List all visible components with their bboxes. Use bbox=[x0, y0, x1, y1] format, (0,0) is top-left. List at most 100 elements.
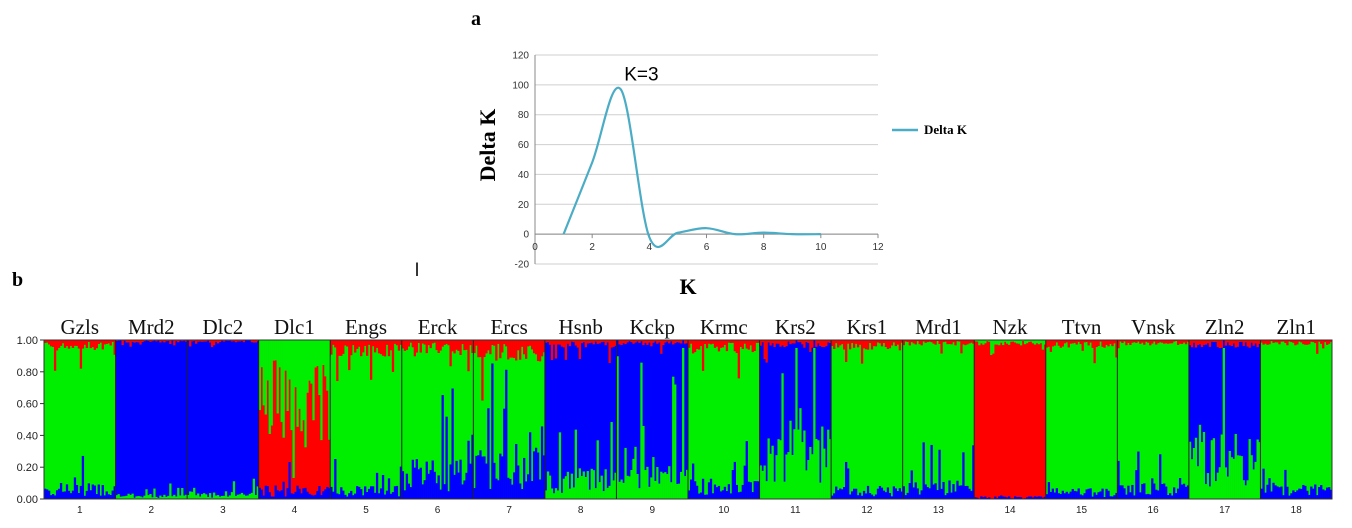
individual-bar-bottom bbox=[1282, 495, 1284, 499]
individual-bar-top bbox=[801, 340, 803, 344]
individual-bar-bottom bbox=[680, 472, 682, 499]
individual-bar-bottom bbox=[563, 479, 565, 499]
individual-bar-bottom bbox=[1290, 493, 1292, 499]
individual-bar-bottom bbox=[736, 485, 738, 499]
individual-bar-top bbox=[430, 340, 432, 348]
individual-bar-bottom bbox=[1133, 495, 1135, 499]
individual-bar-top bbox=[1225, 340, 1227, 346]
individual-bar-top bbox=[350, 340, 352, 355]
individual-bar-top bbox=[84, 340, 86, 345]
individual-bar-bottom bbox=[131, 494, 133, 499]
individual-bar-bottom bbox=[1308, 495, 1310, 499]
individual-bar-bottom bbox=[664, 472, 666, 499]
individual-bar-bottom bbox=[1135, 470, 1137, 499]
individual-bar-bottom bbox=[1072, 489, 1074, 499]
individual-bar-top bbox=[1097, 340, 1099, 346]
individual-bar-top bbox=[1020, 340, 1022, 345]
individual-bar-top bbox=[74, 340, 76, 346]
individual-bar-bottom bbox=[754, 481, 756, 499]
individual-bar-bottom bbox=[457, 473, 459, 499]
individual-bar-bottom bbox=[201, 494, 203, 499]
individual-bar-top bbox=[561, 340, 563, 347]
individual-bar-top bbox=[775, 340, 777, 344]
individual-bar-top bbox=[1139, 340, 1141, 344]
individual-bar-bottom bbox=[907, 493, 909, 499]
individual-bar-bottom bbox=[1125, 495, 1127, 499]
individual-bar-top bbox=[962, 340, 964, 344]
individual-bar-top bbox=[569, 340, 571, 346]
population-base-fill bbox=[974, 340, 1046, 499]
individual-bar-top bbox=[76, 340, 78, 346]
individual-bar-bottom bbox=[129, 495, 131, 499]
individual-bar-top bbox=[809, 340, 811, 352]
individual-bar-top bbox=[539, 340, 541, 361]
individual-bar-bottom bbox=[408, 484, 410, 499]
individual-bar-bottom bbox=[318, 486, 320, 499]
individual-bar-bottom bbox=[766, 481, 768, 499]
individual-bar-top bbox=[503, 340, 505, 344]
individual-bar-bottom bbox=[1215, 481, 1217, 499]
individual-bar-bottom bbox=[940, 489, 942, 499]
individual-bar-bottom bbox=[857, 495, 859, 499]
individual-bar-top bbox=[292, 340, 294, 478]
individual-bar-top bbox=[273, 340, 275, 361]
individual-bar-top bbox=[366, 340, 368, 356]
individual-bar-bottom bbox=[726, 491, 728, 499]
individual-bar-bottom bbox=[845, 462, 847, 499]
individual-bar-top bbox=[64, 340, 66, 348]
individual-bar-top bbox=[1006, 340, 1008, 344]
individual-bar-bottom bbox=[1328, 487, 1330, 499]
individual-bar-top bbox=[853, 340, 855, 348]
individual-bar-bottom bbox=[1203, 432, 1205, 499]
individual-bar-top bbox=[451, 340, 453, 351]
individual-bar-bottom bbox=[430, 470, 432, 499]
individual-bar-bottom bbox=[1054, 493, 1056, 499]
individual-bar-top bbox=[1304, 340, 1306, 345]
individual-bar-top bbox=[915, 340, 917, 344]
individual-bar-bottom bbox=[416, 459, 418, 499]
individual-bar-top bbox=[348, 340, 350, 370]
individual-bar-top bbox=[310, 340, 312, 384]
population-block-10 bbox=[688, 340, 760, 499]
population-number-18: 18 bbox=[1291, 505, 1303, 516]
individual-bar-top bbox=[881, 340, 883, 346]
individual-bar-bottom bbox=[700, 493, 702, 499]
individual-bar-bottom bbox=[316, 491, 318, 499]
individual-bar-bottom bbox=[322, 491, 324, 499]
individual-bar-bottom bbox=[1262, 469, 1264, 499]
individual-bar-top bbox=[326, 340, 328, 391]
individual-bar-bottom bbox=[658, 484, 660, 499]
individual-bar-top bbox=[1306, 340, 1308, 345]
individual-bar-top bbox=[1002, 340, 1004, 345]
individual-bar-top bbox=[483, 340, 485, 357]
individual-bar-top bbox=[332, 340, 334, 345]
individual-bar-top bbox=[978, 340, 980, 345]
individual-bar-bottom bbox=[267, 486, 269, 499]
individual-bar-top bbox=[1091, 340, 1093, 348]
individual-bar-bottom bbox=[1191, 459, 1193, 499]
individual-bar-bottom bbox=[286, 488, 288, 499]
individual-bar-top bbox=[48, 340, 50, 344]
population-base-fill bbox=[831, 340, 903, 499]
individual-bar-top bbox=[1231, 340, 1233, 346]
individual-bar-top bbox=[519, 340, 521, 360]
individual-bar-top bbox=[746, 340, 748, 348]
individual-bar-top bbox=[304, 340, 306, 447]
individual-bar-top bbox=[334, 340, 336, 347]
individual-bar-top bbox=[1058, 340, 1060, 346]
individual-bar-top bbox=[549, 340, 551, 345]
individual-bar-top bbox=[263, 340, 265, 405]
individual-bar-bottom bbox=[895, 488, 897, 499]
delta-k-y-tick-label: 40 bbox=[518, 170, 530, 181]
individual-bar-bottom bbox=[1093, 492, 1095, 499]
individual-bar-top bbox=[406, 340, 408, 350]
delta-k-x-tick-label: 0 bbox=[532, 242, 538, 253]
individual-bar-top bbox=[704, 340, 706, 344]
individual-bar-bottom bbox=[919, 495, 921, 499]
individual-bar-bottom bbox=[841, 489, 843, 499]
individual-bar-bottom bbox=[507, 478, 509, 499]
individual-bar-top bbox=[982, 340, 984, 345]
individual-bar-bottom bbox=[668, 466, 670, 499]
individual-bar-bottom bbox=[823, 449, 825, 499]
individual-bar-top bbox=[358, 340, 360, 347]
